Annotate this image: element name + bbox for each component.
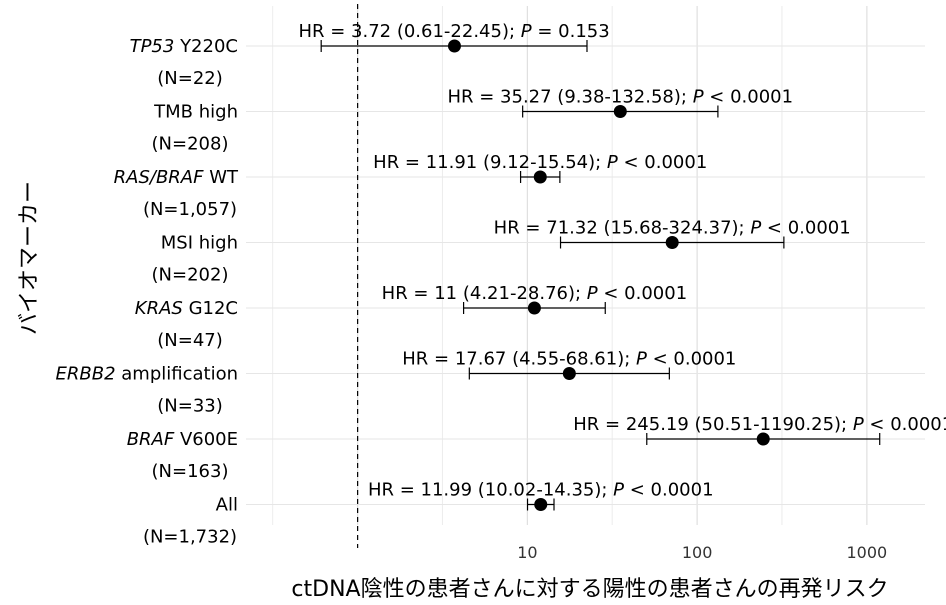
hr-annotation: HR = 3.72 (0.61-22.45); P = 0.153 bbox=[298, 21, 609, 42]
hr-annotation: HR = 35.27 (9.38-132.58); P < 0.0001 bbox=[447, 87, 793, 108]
row-label-gene: BRAF bbox=[127, 429, 175, 450]
forest-row: TMB high (N=208) HR = 35.27 (9.38-132.58);… bbox=[152, 87, 794, 155]
hr-annotation-p-symbol: P bbox=[521, 21, 532, 42]
x-axis-ticks: 10 100 1000 bbox=[517, 543, 887, 562]
row-label: RAS/BRAF WT bbox=[114, 167, 239, 188]
hr-annotation-p-value: < 0.0001 bbox=[761, 218, 851, 239]
hr-point bbox=[533, 170, 547, 184]
row-label-variant: TMB high bbox=[153, 102, 238, 123]
forest-row: KRAS G12C (N=47) HR = 11 (4.21-28.76); P <… bbox=[135, 283, 687, 351]
forest-rows: TP53 Y220C (N=22) HR = 3.72 (0.61-22.45); … bbox=[56, 21, 946, 548]
forest-row: MSI high (N=202) HR = 71.32 (15.68-324.37)… bbox=[152, 218, 851, 286]
row-label-variant: All bbox=[216, 495, 238, 516]
row-label: TMB high bbox=[153, 102, 238, 123]
row-n: (N=47) bbox=[157, 330, 223, 351]
hr-annotation-p-value: < 0.0001 bbox=[598, 283, 688, 304]
x-tick-label: 1000 bbox=[847, 543, 888, 562]
hr-annotation: HR = 11.99 (10.02-14.35); P < 0.0001 bbox=[368, 480, 714, 501]
hr-annotation-p-symbol: P bbox=[636, 349, 647, 370]
row-label: KRAS G12C bbox=[135, 298, 238, 319]
row-n: (N=1,732) bbox=[143, 527, 237, 548]
row-n: (N=202) bbox=[152, 265, 229, 286]
hr-point bbox=[613, 105, 627, 118]
x-tick-label: 10 bbox=[517, 543, 537, 562]
forest-row: RAS/BRAF WT (N=1,057) HR = 11.91 (9.12-15.… bbox=[114, 152, 708, 220]
hr-point bbox=[756, 432, 770, 446]
row-n: (N=163) bbox=[152, 461, 229, 482]
hr-annotation-p-value: < 0.0001 bbox=[647, 349, 737, 370]
hr-annotation-p-symbol: P bbox=[613, 480, 624, 501]
forest-row: All (N=1,732) HR = 11.99 (10.02-14.35); P … bbox=[143, 480, 714, 548]
hr-annotation-p-value: < 0.0001 bbox=[618, 152, 708, 173]
hr-annotation-estimate: HR = 245.19 (50.51-1190.25); bbox=[573, 414, 853, 435]
hr-point bbox=[665, 236, 679, 249]
row-label: ERBB2 amplification bbox=[56, 364, 239, 385]
row-label-gene: RAS/BRAF bbox=[114, 167, 204, 188]
row-label-gene: ERBB2 bbox=[56, 364, 116, 385]
row-n: (N=208) bbox=[152, 134, 229, 155]
hr-annotation: HR = 11 (4.21-28.76); P < 0.0001 bbox=[382, 283, 688, 304]
hr-annotation-p-value: < 0.0001 bbox=[624, 480, 714, 501]
hr-annotation-p-value: < 0.0001 bbox=[704, 87, 794, 108]
hr-annotation: HR = 245.19 (50.51-1190.25); P < 0.0001 bbox=[573, 414, 946, 435]
row-label-variant: amplification bbox=[116, 364, 238, 385]
hr-point bbox=[562, 367, 576, 380]
x-axis-title: ctDNA陰性の患者さんに対する陽性の患者さんの再発リスク bbox=[291, 577, 888, 602]
hr-annotation: HR = 17.67 (4.55-68.61); P < 0.0001 bbox=[402, 349, 736, 370]
row-label-gene: KRAS bbox=[135, 298, 183, 319]
hr-annotation-estimate: HR = 17.67 (4.55-68.61); bbox=[402, 349, 636, 370]
hr-point bbox=[527, 301, 541, 315]
row-label-gene: TP53 bbox=[130, 36, 175, 57]
hr-annotation-estimate: HR = 11.91 (9.12-15.54); bbox=[373, 152, 607, 173]
row-label-variant: MSI high bbox=[161, 233, 238, 254]
hr-annotation-estimate: HR = 71.32 (15.68-324.37); bbox=[494, 218, 751, 239]
hr-annotation-p-symbol: P bbox=[693, 87, 704, 108]
row-label-variant: Y220C bbox=[174, 36, 238, 57]
hr-annotation-p-value: < 0.0001 bbox=[864, 414, 946, 435]
x-tick-label: 100 bbox=[682, 543, 713, 562]
forest-row: BRAF V600E (N=163) HR = 245.19 (50.51-1190… bbox=[127, 414, 946, 482]
row-n: (N=1,057) bbox=[143, 199, 237, 220]
row-label: TP53 Y220C bbox=[130, 36, 238, 57]
hr-annotation-p-symbol: P bbox=[853, 414, 864, 435]
hr-annotation-p-symbol: P bbox=[750, 218, 761, 239]
hr-annotation: HR = 71.32 (15.68-324.37); P < 0.0001 bbox=[494, 218, 851, 239]
row-label-variant: G12C bbox=[183, 298, 238, 319]
hr-annotation-p-symbol: P bbox=[587, 283, 598, 304]
hr-annotation-p-value: = 0.153 bbox=[532, 21, 610, 42]
row-label: BRAF V600E bbox=[127, 429, 238, 450]
hr-point bbox=[447, 39, 461, 53]
hr-annotation-estimate: HR = 11.99 (10.02-14.35); bbox=[368, 480, 613, 501]
grid-lines bbox=[246, 6, 925, 525]
hr-annotation-estimate: HR = 35.27 (9.38-132.58); bbox=[447, 87, 692, 108]
hr-annotation: HR = 11.91 (9.12-15.54); P < 0.0001 bbox=[373, 152, 707, 173]
row-label-variant: WT bbox=[203, 167, 239, 188]
row-n: (N=22) bbox=[157, 68, 223, 89]
forest-row: TP53 Y220C (N=22) HR = 3.72 (0.61-22.45); … bbox=[130, 21, 610, 89]
y-axis-title: バイオマーカー bbox=[17, 181, 42, 335]
row-label: MSI high bbox=[161, 233, 238, 254]
hr-annotation-p-symbol: P bbox=[607, 152, 618, 173]
hr-point bbox=[534, 498, 548, 511]
hr-annotation-estimate: HR = 3.72 (0.61-22.45); bbox=[298, 21, 520, 42]
forest-row: ERBB2 amplification (N=33) HR = 17.67 (4.5… bbox=[56, 349, 737, 417]
row-n: (N=33) bbox=[157, 396, 223, 417]
hr-annotation-estimate: HR = 11 (4.21-28.76); bbox=[382, 283, 587, 304]
row-label-variant: V600E bbox=[174, 429, 238, 450]
row-label: All bbox=[216, 495, 238, 516]
